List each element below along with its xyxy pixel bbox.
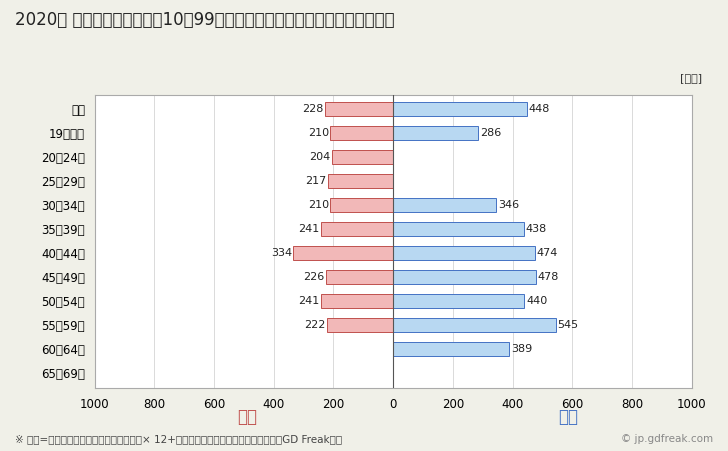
Bar xyxy=(328,174,393,188)
Bar xyxy=(393,270,536,284)
Text: 440: 440 xyxy=(526,296,547,306)
Text: 228: 228 xyxy=(302,104,323,114)
Bar xyxy=(327,318,393,332)
Bar xyxy=(321,295,393,308)
Text: 334: 334 xyxy=(271,249,292,258)
Bar xyxy=(393,198,496,212)
Bar xyxy=(321,222,393,236)
Bar xyxy=(393,295,524,308)
Bar xyxy=(393,318,555,332)
Text: 241: 241 xyxy=(298,296,320,306)
Text: 204: 204 xyxy=(309,152,331,162)
Text: 217: 217 xyxy=(306,176,327,186)
Bar xyxy=(393,246,534,260)
Text: [万円]: [万円] xyxy=(681,74,703,83)
Bar xyxy=(331,198,393,212)
Text: 222: 222 xyxy=(304,320,325,331)
Text: ※ 年収=「きまって支給する現金給与額」× 12+「年間賞与その他特別給与額」としてGD Freak推計: ※ 年収=「きまって支給する現金給与額」× 12+「年間賞与その他特別給与額」と… xyxy=(15,434,341,444)
Bar xyxy=(393,126,478,140)
Text: 438: 438 xyxy=(526,224,547,234)
Bar xyxy=(293,246,393,260)
Bar xyxy=(332,150,393,164)
Text: 448: 448 xyxy=(529,104,550,114)
Text: 474: 474 xyxy=(536,249,558,258)
Text: 226: 226 xyxy=(303,272,324,282)
Text: 346: 346 xyxy=(498,200,519,210)
Text: 210: 210 xyxy=(308,200,329,210)
Text: 286: 286 xyxy=(480,128,501,138)
Text: 389: 389 xyxy=(511,345,532,354)
Text: 210: 210 xyxy=(308,128,329,138)
Bar xyxy=(325,270,393,284)
Bar xyxy=(393,342,509,356)
Bar xyxy=(393,102,527,116)
Text: 241: 241 xyxy=(298,224,320,234)
Text: 478: 478 xyxy=(537,272,558,282)
Text: © jp.gdfreak.com: © jp.gdfreak.com xyxy=(621,434,713,444)
Text: 男性: 男性 xyxy=(558,408,578,426)
Bar xyxy=(325,102,393,116)
Text: 女性: 女性 xyxy=(237,408,258,426)
Bar xyxy=(393,222,524,236)
Text: 545: 545 xyxy=(558,320,579,331)
Bar xyxy=(331,126,393,140)
Text: 2020年 民間企業（従業者数10〜99人）フルタイム労働者の男女別平均年収: 2020年 民間企業（従業者数10〜99人）フルタイム労働者の男女別平均年収 xyxy=(15,11,394,29)
